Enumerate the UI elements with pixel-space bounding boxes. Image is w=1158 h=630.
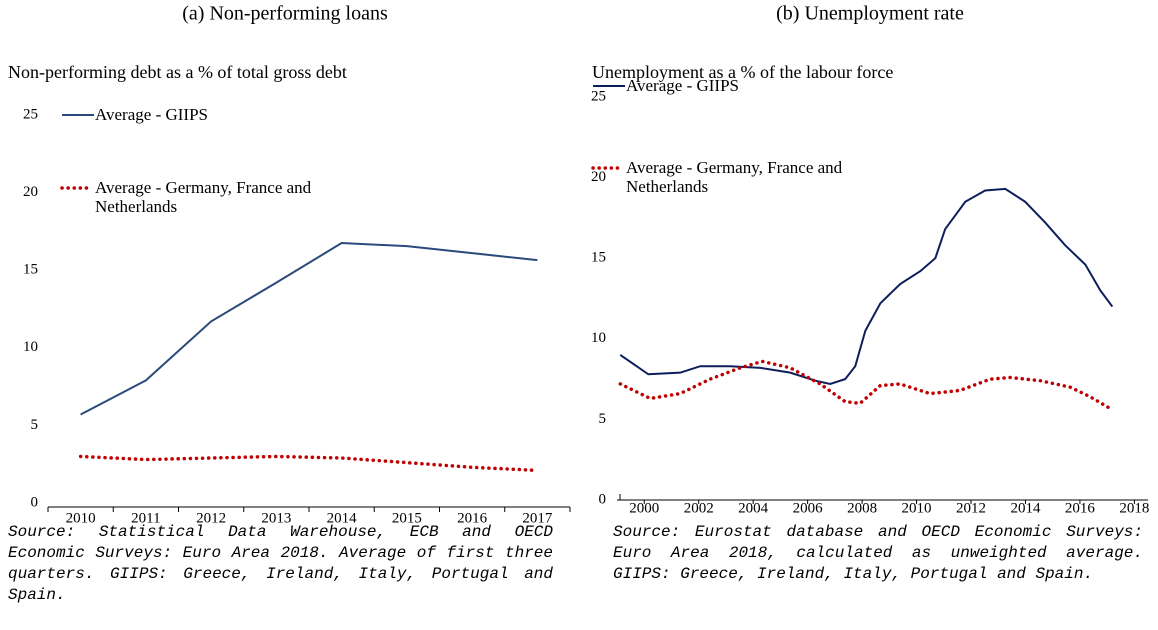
y-tick-label: 15 [23,262,38,278]
x-tick-label: 2013 [261,510,291,526]
y-tick-label: 0 [599,491,607,507]
x-tick-label: 2002 [684,500,714,516]
x-tick-label: 2011 [131,510,160,526]
x-tick-label: 2008 [847,500,877,516]
source-note: Source: Statistical Data Warehouse, ECB … [8,523,553,604]
x-tick-label: 2004 [738,500,769,516]
x-tick-label: 2018 [1119,500,1149,516]
x-tick-label: 2012 [196,510,226,526]
y-tick-label: 5 [31,417,39,433]
x-tick-label: 2006 [793,500,824,516]
x-tick-label: 2017 [522,510,553,526]
panel-subtitle: Unemployment as a % of the labour force [592,62,893,82]
source-note: Source: Eurostat database and OECD Econo… [613,523,1143,583]
y-tick-label: 20 [591,169,606,185]
x-tick-label: 2014 [1010,500,1041,516]
y-tick-label: 25 [591,88,606,104]
y-tick-label: 20 [23,184,38,200]
x-tick-label: 2016 [457,510,488,526]
x-tick-label: 2000 [629,500,659,516]
y-tick-label: 15 [591,250,606,266]
legend-label: Average - GIIPS [626,76,739,95]
panel-subtitle: Non-performing debt as a % of total gros… [8,62,347,82]
y-tick-label: 10 [23,339,38,355]
y-tick-label: 10 [591,330,606,346]
panel-caption: (b) Unemployment rate [776,3,964,25]
x-tick-label: 2012 [956,500,986,516]
x-tick-label: 2016 [1065,500,1096,516]
x-tick-label: 2015 [392,510,422,526]
x-tick-label: 2010 [902,500,932,516]
x-tick-label: 2014 [327,510,358,526]
series-line [618,359,1115,412]
legend-label: Average - Germany, France and Netherland… [95,178,312,216]
series-line [78,454,540,473]
x-tick-label: 2010 [66,510,96,526]
legend-label: Average - Germany, France and Netherland… [626,158,843,196]
y-tick-label: 5 [599,411,607,427]
y-tick-label: 25 [23,106,38,122]
series-line [80,242,538,416]
series-line [619,187,1114,385]
y-tick-label: 0 [31,494,39,510]
legend-label: Average - GIIPS [95,105,208,124]
panel-caption: (a) Non-performing loans [182,3,388,25]
